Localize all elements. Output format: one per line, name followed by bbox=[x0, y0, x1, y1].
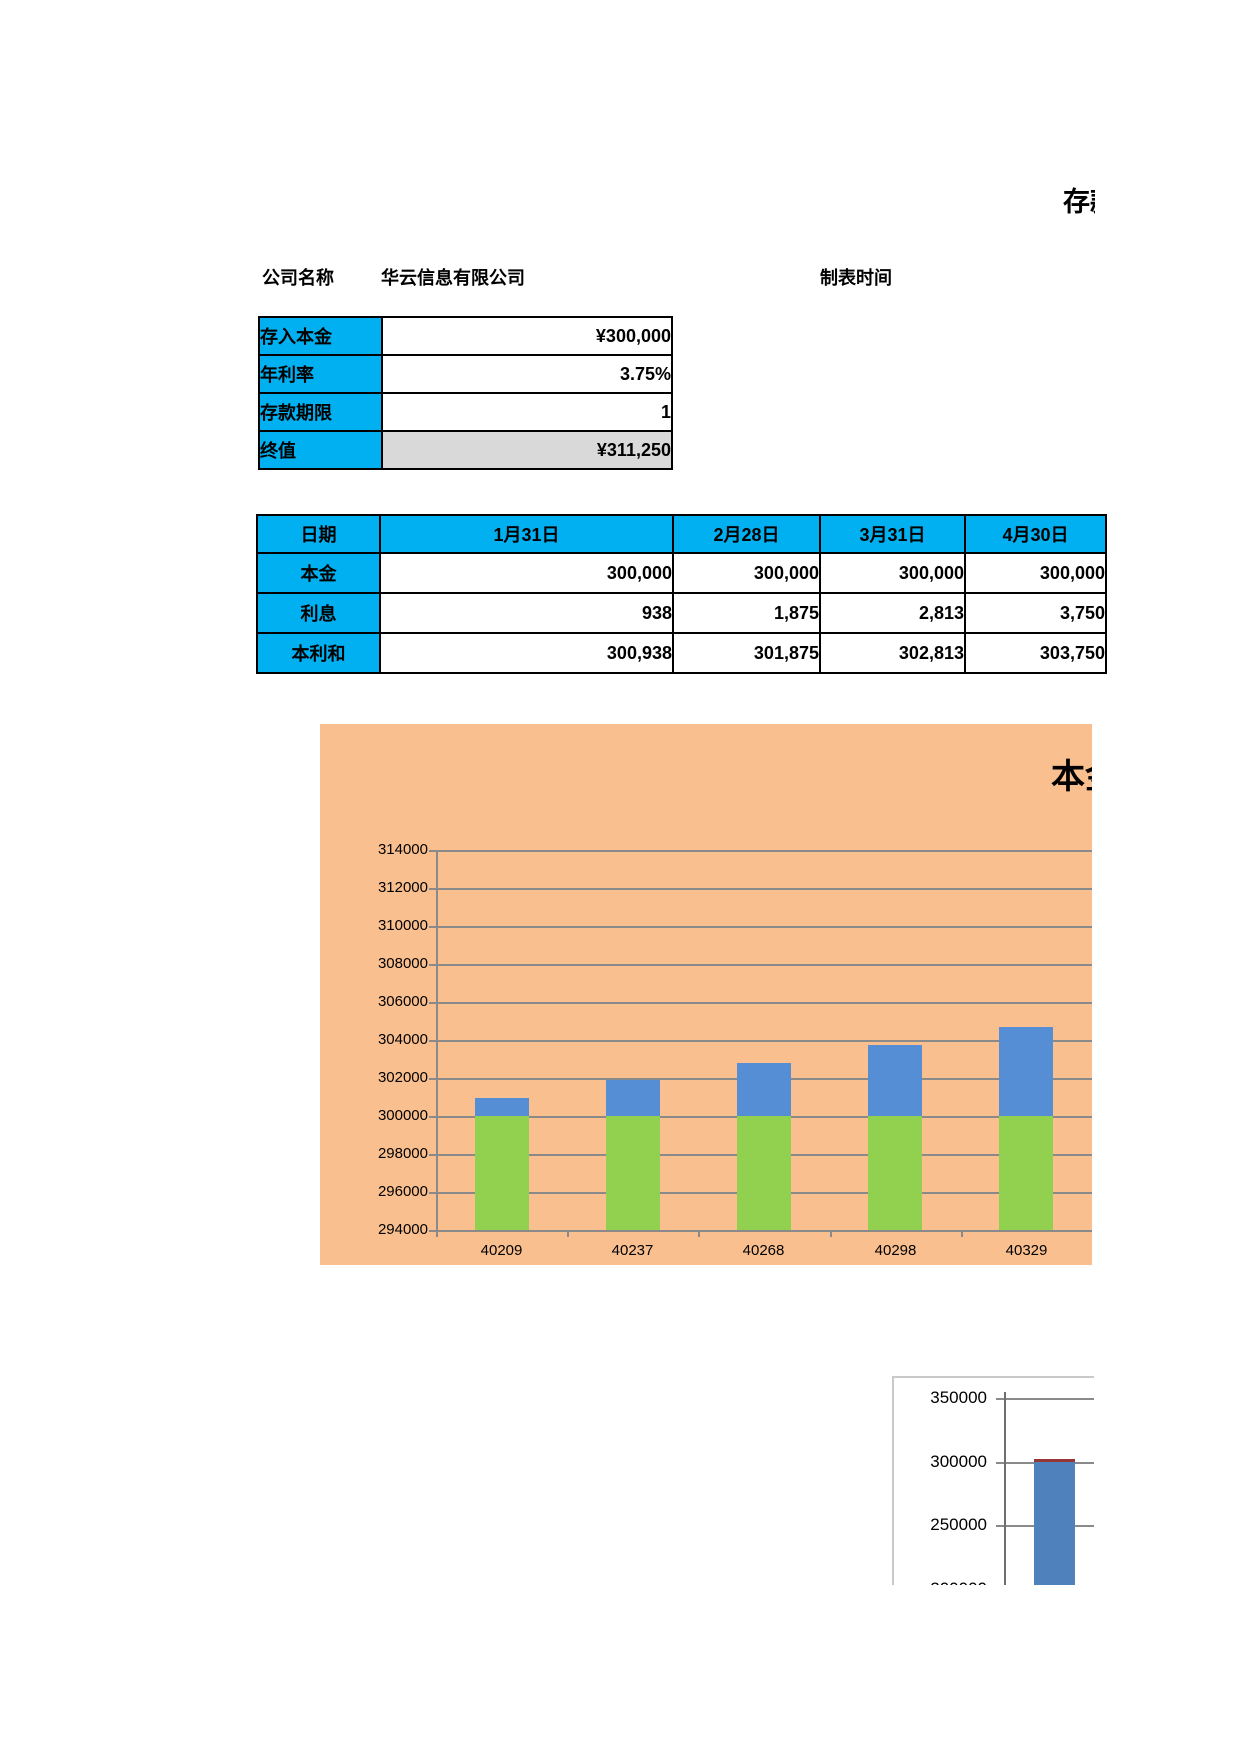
gridline bbox=[436, 1002, 1092, 1004]
schedule-interest-label[interactable]: 利息 bbox=[256, 592, 381, 634]
gridline bbox=[436, 1040, 1092, 1042]
y-tick-label: 298000 bbox=[377, 1145, 428, 1162]
y-axis-tick bbox=[429, 964, 436, 966]
schedule-principal-label[interactable]: 本金 bbox=[256, 552, 381, 594]
schedule-total-apr[interactable]: 303,750 bbox=[964, 632, 1107, 674]
y-axis-tick bbox=[429, 888, 436, 890]
schedule-table: 日期 1月31日 2月28日 3月31日 4月30日 本金 300,000 30… bbox=[256, 514, 1107, 674]
y-axis-line bbox=[436, 850, 438, 1234]
schedule-principal-jan[interactable]: 300,000 bbox=[379, 552, 674, 594]
company-name-value[interactable]: 华云信息有限公司 bbox=[381, 268, 525, 288]
x-axis-tick bbox=[567, 1230, 569, 1237]
schedule-total-jan[interactable]: 300,938 bbox=[379, 632, 674, 674]
schedule-interest-apr[interactable]: 3,750 bbox=[964, 592, 1107, 634]
x-tick-label: 40298 bbox=[874, 1242, 917, 1259]
bar-segment-principal[interactable] bbox=[606, 1116, 660, 1230]
y-axis-tick bbox=[429, 1230, 436, 1232]
gridline bbox=[436, 964, 1092, 966]
bar-segment-principal[interactable] bbox=[999, 1116, 1053, 1230]
worksheet-title-clipped: 存款 bbox=[1063, 187, 1095, 217]
y-tick-label: 296000 bbox=[377, 1183, 428, 1200]
gridline bbox=[436, 888, 1092, 890]
bar-segment-interest[interactable] bbox=[999, 1027, 1053, 1116]
y-tick-label: 294000 bbox=[377, 1221, 428, 1238]
cell-futurevalue-value[interactable]: ¥311,250 bbox=[381, 430, 673, 470]
cell-term-label[interactable]: 存款期限 bbox=[258, 392, 383, 432]
x-tick-label: 40237 bbox=[611, 1242, 654, 1259]
schedule-header-apr[interactable]: 4月30日 bbox=[964, 514, 1107, 554]
y-axis-tick bbox=[429, 926, 436, 928]
principal-interest-chart[interactable]: 本金 314000 312000 310000 308000 306000 304000 3… bbox=[320, 724, 1092, 1265]
y-tick-label: 312000 bbox=[377, 879, 428, 896]
gridline bbox=[436, 926, 1092, 928]
bar-segment-interest[interactable] bbox=[1034, 1459, 1075, 1462]
y-tick-label: 250000 bbox=[930, 1515, 987, 1534]
bar-segment-interest[interactable] bbox=[737, 1063, 791, 1116]
y-tick-label: 350000 bbox=[930, 1388, 987, 1407]
y-tick-label: 308000 bbox=[377, 955, 428, 972]
bar-segment-interest[interactable] bbox=[868, 1045, 922, 1116]
bar-segment-principal[interactable] bbox=[1034, 1462, 1075, 1585]
schedule-total-feb[interactable]: 301,875 bbox=[672, 632, 821, 674]
schedule-principal-feb[interactable]: 300,000 bbox=[672, 552, 821, 594]
schedule-header-date[interactable]: 日期 bbox=[256, 514, 381, 554]
schedule-header-feb[interactable]: 2月28日 bbox=[672, 514, 821, 554]
schedule-total-mar[interactable]: 302,813 bbox=[819, 632, 966, 674]
schedule-header-mar[interactable]: 3月31日 bbox=[819, 514, 966, 554]
y-tick-label: 300000 bbox=[377, 1107, 428, 1124]
cell-rate-value[interactable]: 3.75% bbox=[381, 354, 673, 394]
y-tick-label: 200000 bbox=[894, 1579, 987, 1585]
y-tick-label: 314000 bbox=[377, 841, 428, 858]
bar-segment-interest[interactable] bbox=[606, 1080, 660, 1116]
company-name-label[interactable]: 公司名称 bbox=[262, 268, 334, 288]
y-tick-label: 306000 bbox=[377, 993, 428, 1010]
schedule-interest-mar[interactable]: 2,813 bbox=[819, 592, 966, 634]
cell-futurevalue-label[interactable]: 终值 bbox=[258, 430, 383, 470]
y-axis-tick bbox=[429, 1002, 436, 1004]
bar-segment-principal[interactable] bbox=[475, 1116, 529, 1230]
x-tick-label: 40329 bbox=[1005, 1242, 1048, 1259]
x-axis-tick bbox=[961, 1230, 963, 1237]
y-axis-tick bbox=[429, 1040, 436, 1042]
cell-term-value[interactable]: 1 bbox=[381, 392, 673, 432]
schedule-principal-apr[interactable]: 300,000 bbox=[964, 552, 1107, 594]
gridline bbox=[996, 1398, 1094, 1400]
x-tick-label: 40209 bbox=[480, 1242, 523, 1259]
gridline bbox=[436, 850, 1092, 852]
cell-principal-value[interactable]: ¥300,000 bbox=[381, 316, 673, 356]
secondary-chart-clipped[interactable]: 350000 300000 250000 200000 bbox=[892, 1376, 1094, 1585]
bar-segment-interest[interactable] bbox=[475, 1098, 529, 1116]
y-axis-tick bbox=[429, 1154, 436, 1156]
x-axis-tick bbox=[436, 1230, 438, 1237]
y-tick-label: 300000 bbox=[930, 1452, 987, 1471]
schedule-principal-mar[interactable]: 300,000 bbox=[819, 552, 966, 594]
gridline bbox=[436, 1230, 1092, 1232]
schedule-header-jan[interactable]: 1月31日 bbox=[379, 514, 674, 554]
y-tick-label: 304000 bbox=[377, 1031, 428, 1048]
y-tick-label: 302000 bbox=[377, 1069, 428, 1086]
x-axis-tick bbox=[698, 1230, 700, 1237]
schedule-total-label[interactable]: 本利和 bbox=[256, 632, 381, 674]
summary-table: 存入本金 ¥300,000 年利率 3.75% 存款期限 1 终值 ¥311,2… bbox=[258, 316, 673, 470]
x-tick-label: 40268 bbox=[742, 1242, 785, 1259]
y-axis-tick bbox=[429, 1078, 436, 1080]
cell-rate-label[interactable]: 年利率 bbox=[258, 354, 383, 394]
schedule-interest-jan[interactable]: 938 bbox=[379, 592, 674, 634]
bar-segment-principal[interactable] bbox=[868, 1116, 922, 1230]
cell-principal-label[interactable]: 存入本金 bbox=[258, 316, 383, 356]
y-tick-label: 310000 bbox=[377, 917, 428, 934]
y-axis-tick bbox=[429, 1116, 436, 1118]
timestamp-label[interactable]: 制表时间 bbox=[820, 268, 892, 288]
y-axis-line bbox=[1004, 1392, 1006, 1585]
schedule-interest-feb[interactable]: 1,875 bbox=[672, 592, 821, 634]
y-axis-tick bbox=[429, 850, 436, 852]
chart1-title-clipped: 本金 bbox=[1051, 758, 1092, 796]
bar-segment-principal[interactable] bbox=[737, 1116, 791, 1230]
x-axis-tick bbox=[830, 1230, 832, 1237]
y-axis-tick bbox=[429, 1192, 436, 1194]
